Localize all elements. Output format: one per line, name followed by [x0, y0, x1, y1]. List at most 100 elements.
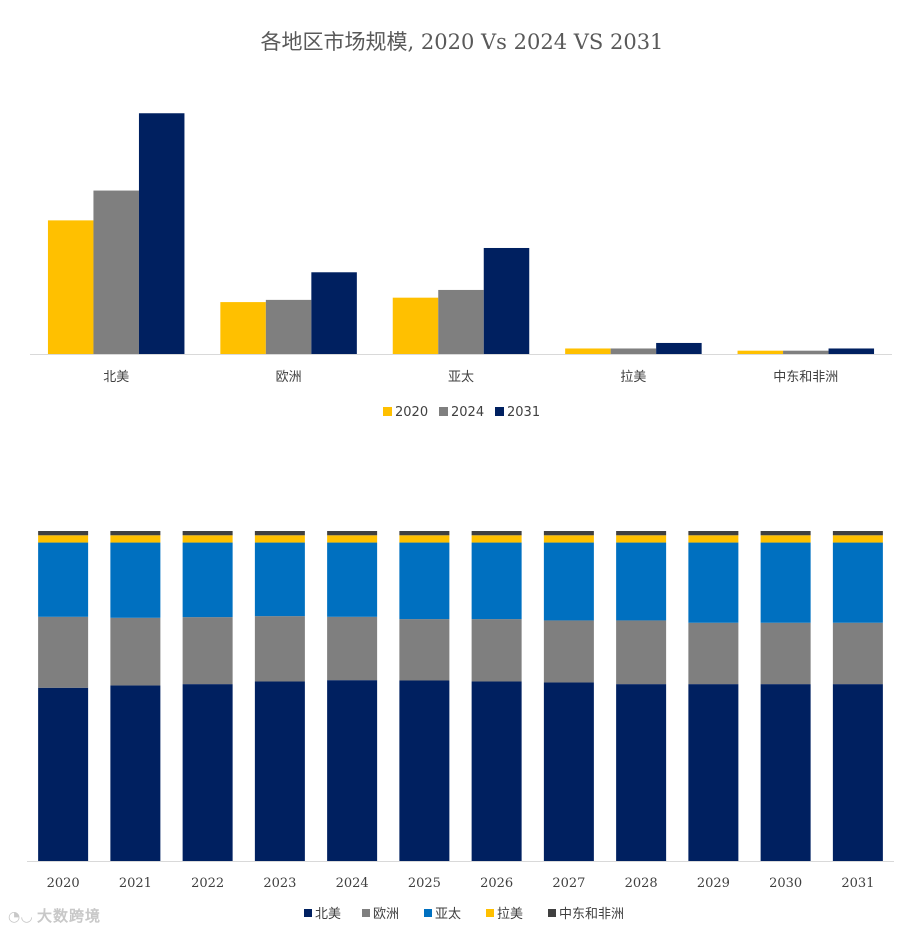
legend-swatch-2024: [439, 407, 448, 416]
stack-2031-欧洲: [832, 622, 883, 685]
stack-2025-拉美: [399, 535, 450, 543]
stack-2024-北美: [327, 680, 378, 861]
stack-2027-中东和非洲: [543, 531, 594, 536]
watermark-text: 大数跨境: [36, 907, 101, 925]
legend-swatch-亚太: [424, 909, 432, 917]
stack-2026-欧洲: [471, 619, 522, 682]
x-tick-label: 2022: [191, 876, 224, 891]
stack-2020-北美: [38, 687, 89, 861]
x-tick-label: 2020: [47, 876, 80, 891]
watermark: ◔◡ 大数跨境: [8, 905, 101, 926]
x-tick-label: 2021: [119, 876, 152, 891]
x-tick-label: 拉美: [620, 370, 646, 385]
legend-swatch-中东和非洲: [548, 909, 556, 917]
legend-swatch-拉美: [486, 909, 494, 917]
stack-2031-亚太: [832, 542, 883, 623]
x-tick-label: 2031: [841, 876, 874, 891]
legend-label-亚太: 亚太: [435, 907, 461, 922]
stack-2020-中东和非洲: [38, 531, 89, 536]
chart-title: 各地区市场规模, 2020 Vs 2024 VS 2031: [260, 30, 664, 54]
bar-中东和非洲-2020: [737, 350, 784, 354]
stack-2031-北美: [832, 684, 883, 861]
x-tick-label: 2027: [552, 876, 585, 891]
x-tick-label: 2028: [625, 876, 658, 891]
bar-欧洲-2031: [311, 272, 357, 354]
stack-2020-欧洲: [38, 616, 89, 688]
stack-2029-北美: [688, 684, 739, 861]
watermark-logo-icon: ◔◡: [8, 909, 33, 925]
stack-2023-亚太: [254, 542, 305, 617]
x-tick-label: 北美: [103, 370, 129, 385]
grouped-bar-chart: 北美 欧洲 亚太 拉美 中东和非洲 2020 2024 2031: [30, 113, 892, 420]
bar-亚太-2024: [438, 289, 484, 354]
stack-2026-拉美: [471, 535, 522, 543]
stack-2026-中东和非洲: [471, 531, 522, 536]
stack-2022-拉美: [182, 535, 233, 543]
x-tick-label: 欧洲: [276, 370, 302, 385]
bar-欧洲-2024: [265, 299, 312, 354]
stack-2025-亚太: [399, 542, 450, 620]
stack-2022-亚太: [182, 542, 233, 618]
stack-2021-中东和非洲: [110, 531, 161, 536]
stack-2021-北美: [110, 685, 161, 861]
stack-2024-中东和非洲: [327, 531, 378, 536]
x-tick-label: 2023: [263, 876, 296, 891]
stack-2031-拉美: [832, 535, 883, 543]
stack-2030-中东和非洲: [760, 531, 811, 536]
legend-swatch-2020: [383, 407, 392, 416]
stack-2027-亚太: [543, 542, 594, 621]
x-tick-label: 中东和非洲: [773, 370, 838, 385]
bar-拉美-2031: [656, 342, 702, 354]
stack-2028-中东和非洲: [616, 531, 667, 536]
x-tick-label: 2024: [336, 876, 369, 891]
stack-2023-中东和非洲: [254, 531, 305, 536]
bar-亚太-2031: [483, 247, 530, 354]
stack-2023-北美: [254, 681, 305, 861]
legend-label-欧洲: 欧洲: [373, 907, 399, 922]
stack-2031-中东和非洲: [832, 531, 883, 536]
legend-label-2031: 2031: [507, 405, 540, 420]
stack-2021-拉美: [110, 535, 161, 543]
bar-拉美-2020: [565, 348, 611, 354]
stack-2030-北美: [760, 684, 811, 861]
stack-2028-亚太: [616, 542, 667, 621]
stack-2027-拉美: [543, 535, 594, 543]
stack-2024-亚太: [327, 542, 378, 617]
stack-2020-亚太: [38, 542, 89, 617]
stack-2029-拉美: [688, 535, 739, 543]
stack-2026-北美: [471, 681, 522, 861]
legend-label-中东和非洲: 中东和非洲: [559, 907, 624, 922]
stack-2023-欧洲: [254, 616, 305, 682]
x-tick-label: 2026: [480, 876, 513, 891]
stack-2023-拉美: [254, 535, 305, 543]
stack-2021-欧洲: [110, 617, 161, 686]
stack-2021-亚太: [110, 542, 161, 618]
stack-2027-欧洲: [543, 620, 594, 683]
legend-swatch-2031: [495, 407, 504, 416]
stack-2029-亚太: [688, 542, 739, 623]
bar-拉美-2024: [610, 348, 657, 354]
legend-label-2020: 2020: [395, 405, 428, 420]
stack-2027-北美: [543, 682, 594, 861]
bar-中东和非洲-2031: [828, 348, 875, 354]
x-tick-label: 亚太: [448, 370, 474, 385]
stack-2025-中东和非洲: [399, 531, 450, 536]
bar-欧洲-2020: [220, 302, 266, 354]
x-tick-label: 2025: [408, 876, 441, 891]
stack-2028-欧洲: [616, 620, 667, 685]
stack-2020-拉美: [38, 535, 89, 543]
stack-2022-北美: [182, 684, 233, 861]
bar-北美-2020: [47, 220, 94, 354]
stack-2025-北美: [399, 680, 450, 861]
stack-2028-拉美: [616, 535, 667, 543]
stack-2024-欧洲: [327, 616, 378, 681]
x-tick-label: 2030: [769, 876, 802, 891]
legend-swatch-欧洲: [362, 909, 370, 917]
legend-label-2024: 2024: [451, 405, 484, 420]
stack-2029-欧洲: [688, 622, 739, 685]
bar-北美-2024: [93, 190, 139, 354]
bar-中东和非洲-2024: [783, 350, 829, 354]
stack-2026-亚太: [471, 542, 522, 620]
stack-2025-欧洲: [399, 619, 450, 681]
legend-swatch-北美: [304, 909, 312, 917]
